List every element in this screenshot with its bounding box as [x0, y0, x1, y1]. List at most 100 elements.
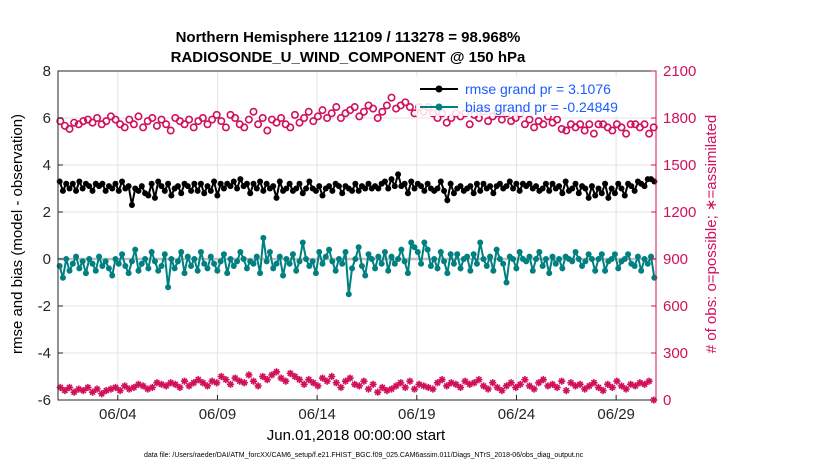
possible-point: [125, 115, 134, 124]
bias-point: [230, 263, 237, 270]
bias-point: [319, 260, 326, 267]
assimilated-point-stroke: [310, 379, 317, 386]
assimilated-point-stroke: [558, 378, 565, 385]
assimilated-point-stroke: [213, 379, 220, 386]
bias-point: [539, 263, 546, 270]
bias-point: [142, 256, 149, 262]
assimilated-point-stroke: [627, 381, 634, 388]
assimilated-point: [328, 372, 336, 381]
bias-point: [355, 244, 362, 251]
possible-point: [203, 120, 212, 129]
assimilated-point: [337, 383, 345, 392]
assimilated-point: [456, 383, 465, 392]
assimilated-point-stroke: [319, 374, 326, 382]
possible-point: [231, 114, 240, 123]
bias-point: [240, 256, 247, 262]
rmse-point: [217, 180, 224, 187]
bias-point: [181, 270, 188, 277]
assimilated-point: [213, 379, 221, 387]
assimilated-point: [291, 372, 299, 381]
rmse-point: [562, 178, 569, 185]
rmse-point: [539, 185, 546, 192]
assimilated-point: [318, 374, 327, 382]
rmse-point: [312, 187, 319, 194]
bias-point: [270, 265, 277, 272]
possible-point: [350, 103, 359, 112]
bias-point: [211, 260, 218, 267]
legend: rmse grand pr = 3.1076 bias grand pr = -…: [416, 76, 652, 116]
assimilated-point-stroke: [347, 374, 354, 382]
rmse-point: [119, 178, 126, 185]
rmse-point: [496, 180, 503, 187]
assimilated-point: [613, 377, 621, 385]
possible-point: [65, 124, 74, 133]
rmse-point: [335, 183, 342, 190]
assimilated-point: [217, 372, 225, 381]
rmse-point: [559, 190, 566, 197]
rmse-point: [138, 183, 145, 190]
bias-point: [316, 248, 323, 255]
assimilated-point-stroke: [282, 378, 289, 385]
assimilated-point: [599, 387, 607, 395]
possible-point: [304, 107, 313, 116]
bias-point: [552, 260, 559, 267]
bias-point: [418, 260, 425, 267]
rmse-point: [349, 187, 356, 194]
rmse-point: [234, 185, 241, 192]
rmse-point: [201, 190, 208, 197]
bias-point: [431, 256, 438, 262]
rmse-point: [510, 185, 517, 192]
assimilated-point: [282, 377, 290, 385]
assimilated-point: [341, 377, 350, 385]
assimilated-point-stroke: [287, 370, 294, 377]
assimilated-point: [332, 379, 340, 387]
assimilated-point-stroke: [526, 382, 533, 389]
assimilated-point-stroke: [411, 385, 418, 393]
assimilated-point: [562, 387, 570, 395]
assimilated-point-stroke: [209, 378, 216, 385]
bias-point: [243, 265, 250, 272]
rmse-point: [434, 185, 441, 192]
assimilated-point: [369, 380, 377, 388]
assimilated-point-stroke: [535, 379, 542, 386]
assimilated-point-stroke: [268, 371, 275, 379]
bias-point: [119, 251, 126, 258]
assimilated-point-stroke: [388, 385, 395, 393]
possible-point: [208, 115, 217, 124]
bias-point: [516, 248, 523, 255]
rmse-point: [286, 180, 293, 187]
bias-point: [76, 265, 83, 272]
bias-point: [493, 246, 500, 253]
x-tick-label: 06/29: [597, 406, 635, 423]
rmse-point: [329, 187, 336, 194]
assimilated-point-stroke: [75, 385, 82, 393]
assimilated-point: [622, 385, 630, 393]
assimilated-point: [489, 379, 497, 387]
assimilated-point: [277, 374, 285, 382]
bias-point: [434, 265, 441, 272]
assimilated-point: [231, 374, 239, 382]
assimilated-point-stroke: [98, 390, 105, 397]
bias-point: [575, 256, 582, 262]
bias-point: [145, 265, 152, 272]
assimilated-point-stroke: [241, 379, 248, 386]
assimilated-point: [585, 382, 593, 390]
assimilated-point-stroke: [374, 389, 381, 396]
bias-point: [214, 267, 221, 274]
rmse-point: [355, 187, 362, 194]
assimilated-point-stroke: [130, 384, 137, 391]
bias-point: [125, 270, 132, 277]
assimilated-point: [640, 380, 649, 388]
possible-point: [240, 123, 249, 132]
y2-tick-label: 0: [663, 392, 671, 409]
assimilated-point-stroke: [273, 368, 280, 375]
possible-point: [355, 112, 364, 121]
possible-point: [166, 126, 175, 135]
bias-point: [96, 253, 103, 260]
possible-point: [387, 93, 396, 102]
assimilated-point-stroke: [567, 379, 574, 386]
assimilated-point: [286, 369, 294, 377]
bias-point: [296, 258, 303, 265]
possible-point: [134, 112, 143, 121]
bias-point: [500, 260, 507, 267]
